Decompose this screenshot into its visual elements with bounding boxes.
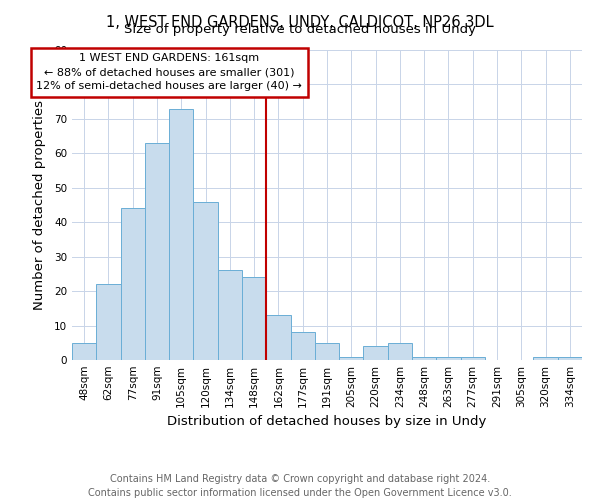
Bar: [266, 315, 290, 360]
Bar: [388, 343, 412, 360]
Bar: [558, 356, 582, 360]
Bar: [339, 356, 364, 360]
Bar: [290, 332, 315, 360]
Text: 1 WEST END GARDENS: 161sqm
← 88% of detached houses are smaller (301)
12% of sem: 1 WEST END GARDENS: 161sqm ← 88% of deta…: [36, 54, 302, 92]
X-axis label: Distribution of detached houses by size in Undy: Distribution of detached houses by size …: [167, 416, 487, 428]
Bar: [193, 202, 218, 360]
Bar: [169, 108, 193, 360]
Text: Contains HM Land Registry data © Crown copyright and database right 2024.
Contai: Contains HM Land Registry data © Crown c…: [88, 474, 512, 498]
Text: 1, WEST END GARDENS, UNDY, CALDICOT, NP26 3DL: 1, WEST END GARDENS, UNDY, CALDICOT, NP2…: [106, 15, 494, 30]
Text: Size of property relative to detached houses in Undy: Size of property relative to detached ho…: [124, 22, 476, 36]
Bar: [461, 356, 485, 360]
Bar: [315, 343, 339, 360]
Bar: [412, 356, 436, 360]
Y-axis label: Number of detached properties: Number of detached properties: [32, 100, 46, 310]
Bar: [96, 284, 121, 360]
Bar: [121, 208, 145, 360]
Bar: [145, 143, 169, 360]
Bar: [436, 356, 461, 360]
Bar: [218, 270, 242, 360]
Bar: [242, 278, 266, 360]
Bar: [364, 346, 388, 360]
Bar: [533, 356, 558, 360]
Bar: [72, 343, 96, 360]
